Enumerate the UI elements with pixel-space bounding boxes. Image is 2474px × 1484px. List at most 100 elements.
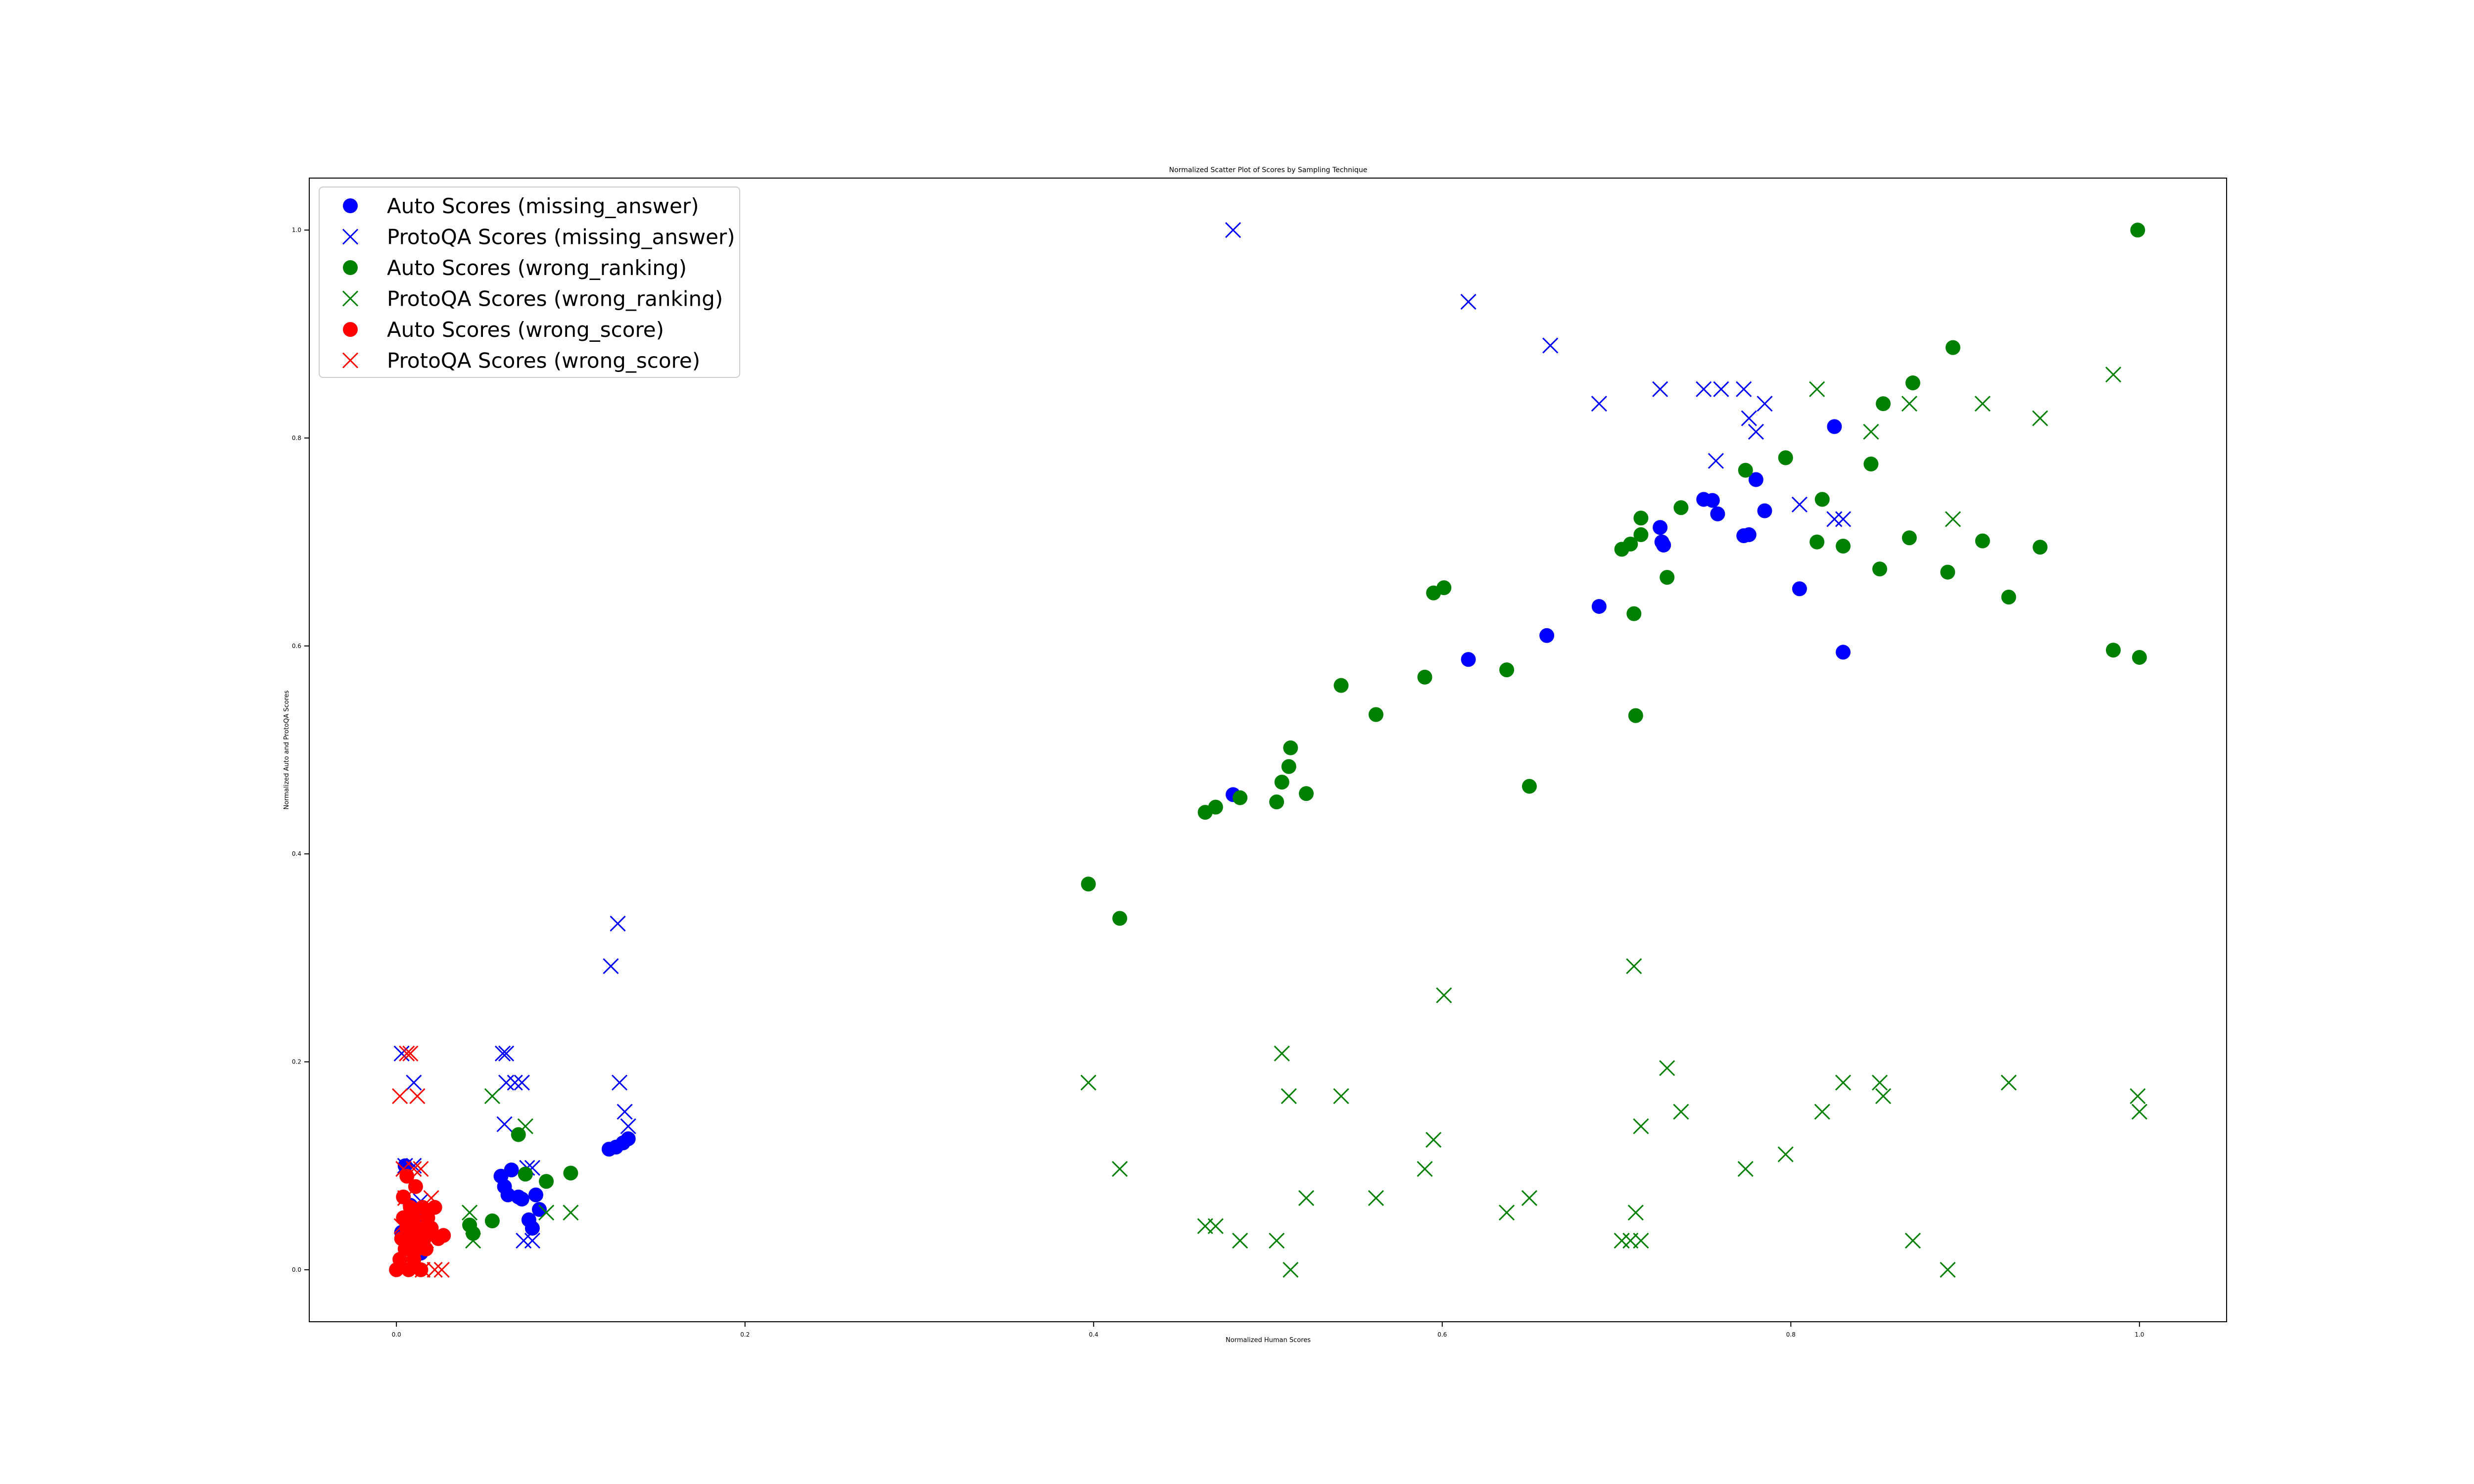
data-point	[1269, 794, 1285, 810]
data-point-x	[1875, 1088, 1892, 1104]
data-point-x	[1748, 423, 1764, 440]
data-point-x	[1112, 1160, 1128, 1177]
data-point-x	[1871, 1074, 1888, 1091]
legend-marker	[342, 229, 359, 245]
data-point-x	[1904, 1232, 1921, 1249]
data-point-x	[1499, 1205, 1515, 1221]
data-point-x	[433, 1261, 450, 1278]
y-tick-label: 0.0	[292, 1266, 301, 1273]
data-point-x	[392, 1088, 408, 1104]
data-point-x	[1333, 1088, 1349, 1104]
data-point	[524, 1220, 540, 1236]
data-point	[413, 1262, 428, 1277]
data-point	[424, 1220, 439, 1236]
data-point-x	[1736, 381, 1752, 397]
data-point-x	[1652, 381, 1668, 397]
data-point-x	[1826, 511, 1843, 527]
legend-marker	[343, 322, 358, 337]
legend-label: ProtoQA Scores (wrong_score)	[387, 349, 700, 373]
data-point-x	[1298, 1190, 1315, 1206]
data-point	[528, 1187, 543, 1203]
legend-box	[319, 186, 740, 378]
data-point-x	[393, 1045, 410, 1062]
data-point	[2001, 590, 2016, 605]
data-point	[1710, 506, 1725, 521]
data-point-x	[1713, 381, 1729, 397]
y-axis-title: Normalized Auto and ProtoQA Scores	[283, 690, 290, 809]
data-point	[1738, 463, 1753, 478]
data-point-x	[516, 1232, 532, 1249]
data-point-x	[1542, 337, 1559, 354]
data-point-x	[414, 1261, 431, 1278]
data-point-x	[1737, 1160, 1754, 1177]
data-point	[1656, 537, 1671, 553]
data-point	[1623, 536, 1638, 552]
data-point-x	[1835, 511, 1852, 527]
legend-label: Auto Scores (wrong_score)	[387, 318, 664, 342]
legend: Auto Scores (missing_answer) ProtoQA Scor…	[319, 186, 740, 378]
data-point	[1274, 775, 1289, 790]
data-point-x	[1633, 1118, 1649, 1134]
data-point	[1975, 533, 1990, 549]
series-2	[462, 223, 2147, 1241]
data-point	[532, 1202, 547, 1217]
data-point	[1281, 759, 1296, 774]
data-point	[1436, 580, 1452, 596]
data-point-x	[524, 1232, 540, 1249]
data-point-x	[1633, 1232, 1649, 1249]
data-point-x	[1614, 1232, 1630, 1249]
data-point	[1081, 877, 1096, 892]
data-point-x	[494, 1045, 511, 1062]
legend-marker	[342, 290, 359, 307]
data-point-x	[620, 1118, 636, 1134]
data-point-x	[2130, 1088, 2146, 1104]
data-point	[2130, 223, 2145, 238]
legend-label: ProtoQA Scores (wrong_ranking)	[387, 287, 723, 311]
data-point-x	[1791, 496, 1808, 513]
y-tick-label: 0.2	[292, 1059, 301, 1066]
data-point	[620, 1131, 636, 1147]
data-point	[1809, 534, 1825, 550]
data-point-x	[2000, 1074, 2017, 1091]
data-point-x	[404, 1247, 420, 1263]
data-point	[1872, 561, 1887, 577]
data-point-x	[1269, 1232, 1285, 1249]
data-point-x	[1436, 987, 1452, 1004]
data-point-x	[1627, 1205, 1644, 1221]
data-point-x	[418, 1232, 434, 1249]
data-point	[1283, 740, 1298, 755]
data-point	[484, 1213, 500, 1229]
data-point-x	[1708, 453, 1724, 469]
data-point-x	[393, 1218, 410, 1234]
y-tick-label: 0.4	[292, 850, 301, 857]
x-tick-label: 0.6	[1437, 1331, 1447, 1338]
data-point-x	[409, 1088, 426, 1104]
data-point-x	[397, 1190, 413, 1206]
y-tick-label: 0.6	[292, 643, 301, 649]
data-point-x	[538, 1205, 555, 1221]
data-point-x	[1673, 1104, 1689, 1120]
data-point-x	[1659, 1060, 1675, 1076]
data-point-x	[563, 1205, 579, 1221]
y-tick-label: 0.8	[292, 434, 301, 441]
data-point-x	[1814, 1104, 1830, 1120]
legend-label: Auto Scores (missing_answer)	[387, 194, 699, 218]
data-point-x	[1274, 1045, 1290, 1062]
data-point-x	[402, 1045, 419, 1062]
data-point-x	[1080, 1074, 1096, 1091]
data-point-x	[406, 1074, 422, 1091]
series-4	[389, 1168, 451, 1277]
data-point	[1757, 503, 1772, 518]
x-axis-title: Normalized Human Scores	[1226, 1337, 1311, 1344]
data-point-x	[1901, 396, 1917, 412]
data-point-x	[1232, 1232, 1248, 1249]
data-point	[1814, 492, 1830, 507]
data-point-x	[1591, 396, 1607, 412]
chart-title: Normalized Scatter Plot of Scores by Sam…	[1169, 166, 1368, 174]
data-point	[1653, 520, 1668, 535]
data-point	[1741, 527, 1757, 542]
data-point	[2132, 649, 2147, 665]
data-point	[1778, 450, 1793, 465]
data-point-x	[1626, 958, 1642, 974]
data-point-x	[484, 1088, 500, 1104]
